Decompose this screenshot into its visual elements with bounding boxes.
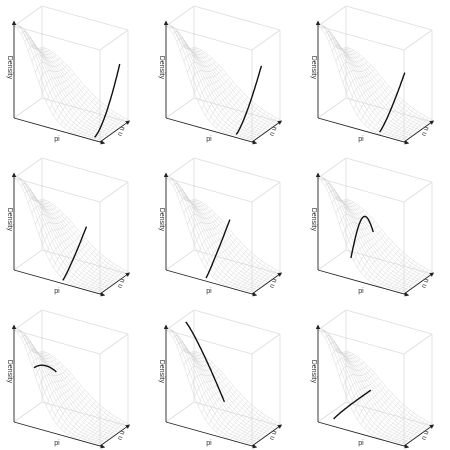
y-axis-label: n u	[117, 430, 127, 442]
x-axis-label: pi	[54, 136, 60, 143]
x-axis	[165, 421, 258, 449]
y-axis	[99, 120, 131, 143]
axes	[163, 324, 283, 449]
x-axis-label: pi	[206, 288, 212, 295]
z-axis-label: Density	[6, 360, 13, 384]
density-surface	[13, 176, 129, 295]
y-axis	[251, 272, 283, 295]
x-axis	[13, 117, 106, 145]
panel-4: pi Density n u	[6, 157, 131, 297]
x-axis	[165, 269, 258, 297]
y-axis-label: n u	[421, 126, 431, 138]
y-axis-label: n u	[269, 126, 279, 138]
z-axis-label: Density	[158, 360, 165, 384]
highlight-curve	[185, 321, 226, 403]
y-axis	[99, 424, 131, 447]
z-axis-label: Density	[158, 56, 165, 80]
panel-6: pi Density n u	[310, 157, 435, 297]
x-axis	[317, 117, 410, 145]
density-surface	[165, 24, 281, 143]
axes	[315, 324, 435, 449]
x-axis-label: pi	[206, 136, 212, 143]
x-axis-label: pi	[358, 440, 364, 447]
x-axis-label: pi	[54, 440, 60, 447]
highlight-curve	[235, 65, 263, 135]
y-axis-label: n u	[421, 430, 431, 442]
panel-9: pi Density n u	[310, 309, 435, 449]
y-axis-label: n u	[117, 126, 127, 138]
y-axis	[99, 272, 131, 295]
x-axis	[317, 421, 410, 449]
x-axis	[165, 117, 258, 145]
y-axis-label: n u	[117, 278, 127, 290]
box-frame	[317, 157, 433, 294]
axes	[11, 324, 131, 449]
z-axis-label: Density	[310, 208, 317, 232]
panel-7: pi Density n u	[6, 309, 131, 449]
z-axis-label: Density	[310, 360, 317, 384]
x-axis-label: pi	[206, 440, 212, 447]
axes	[315, 20, 435, 145]
x-axis	[13, 421, 106, 449]
axes	[11, 172, 131, 297]
highlight-curve	[205, 219, 231, 279]
density-surface	[165, 176, 281, 295]
axes	[163, 172, 283, 297]
axes	[11, 20, 131, 145]
panel-3: pi Density n u	[310, 5, 435, 145]
z-axis-label: Density	[6, 56, 13, 80]
z-axis-label: Density	[6, 208, 13, 232]
x-axis-label: pi	[358, 136, 364, 143]
panel-5: pi Density n u	[158, 157, 283, 297]
y-axis	[403, 424, 435, 447]
highlight-curve	[350, 215, 374, 259]
y-axis-label: n u	[269, 278, 279, 290]
y-axis	[251, 424, 283, 447]
box-frame	[317, 309, 433, 446]
box-frame	[13, 157, 129, 294]
y-axis	[403, 272, 435, 295]
highlight-curve	[62, 226, 88, 281]
axes	[315, 172, 435, 297]
y-axis	[251, 120, 283, 143]
x-axis-label: pi	[358, 288, 364, 295]
z-axis-label: Density	[158, 208, 165, 232]
highlight-curve	[94, 63, 121, 138]
box-frame	[13, 5, 129, 142]
panel-2: pi Density n u	[158, 5, 283, 145]
x-axis	[317, 269, 410, 297]
density-surface	[165, 328, 281, 447]
box-frame	[13, 309, 129, 446]
density-surface	[13, 24, 129, 143]
highlight-curve	[379, 72, 406, 133]
x-axis-label: pi	[54, 288, 60, 295]
box-frame	[165, 157, 281, 294]
x-axis	[13, 269, 106, 297]
z-axis-label: Density	[310, 56, 317, 80]
highlight-curve	[333, 389, 372, 420]
highlight-curve	[33, 364, 57, 373]
box-frame	[165, 309, 281, 446]
panel-1: pi Density n u	[6, 5, 131, 145]
y-axis-label: n u	[269, 430, 279, 442]
panel-8: pi Density n u	[158, 309, 283, 449]
density-surface	[317, 24, 433, 143]
density-surface	[13, 328, 129, 447]
density-surface	[317, 176, 433, 295]
y-axis-label: n u	[421, 278, 431, 290]
axes	[163, 20, 283, 145]
density-surface	[317, 328, 433, 447]
panel-grid: pi Density n u pi Density n u pi Density n u pi De…	[6, 5, 435, 449]
y-axis	[403, 120, 435, 143]
